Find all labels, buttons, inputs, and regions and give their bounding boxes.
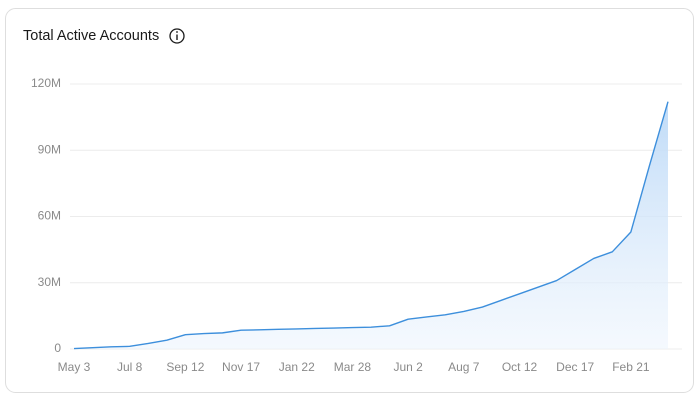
- area: [74, 101, 668, 349]
- y-tick-label: 60M: [38, 209, 61, 223]
- y-tick-label: 0: [54, 341, 61, 355]
- x-tick-label: Sep 12: [166, 360, 204, 374]
- y-tick-label: 120M: [31, 76, 61, 90]
- chart-title: Total Active Accounts: [23, 28, 159, 44]
- x-tick-label: Oct 12: [502, 360, 538, 374]
- x-tick-label: Jun 2: [393, 360, 423, 374]
- y-tick-label: 30M: [38, 275, 61, 289]
- x-tick-label: Feb 21: [612, 360, 650, 374]
- line: [73, 101, 669, 350]
- info-icon[interactable]: [169, 28, 185, 44]
- x-tick-label: Jul 8: [117, 360, 143, 374]
- x-tick-label: Aug 7: [448, 360, 480, 374]
- y-tick-label: 90M: [38, 142, 61, 156]
- x-tick-label: Dec 17: [556, 360, 594, 374]
- x-tick-label: May 3: [58, 360, 91, 374]
- x-tick-label: Nov 17: [222, 360, 260, 374]
- x-tick-label: Jan 22: [279, 360, 315, 374]
- x-tick-label: Mar 28: [334, 360, 372, 374]
